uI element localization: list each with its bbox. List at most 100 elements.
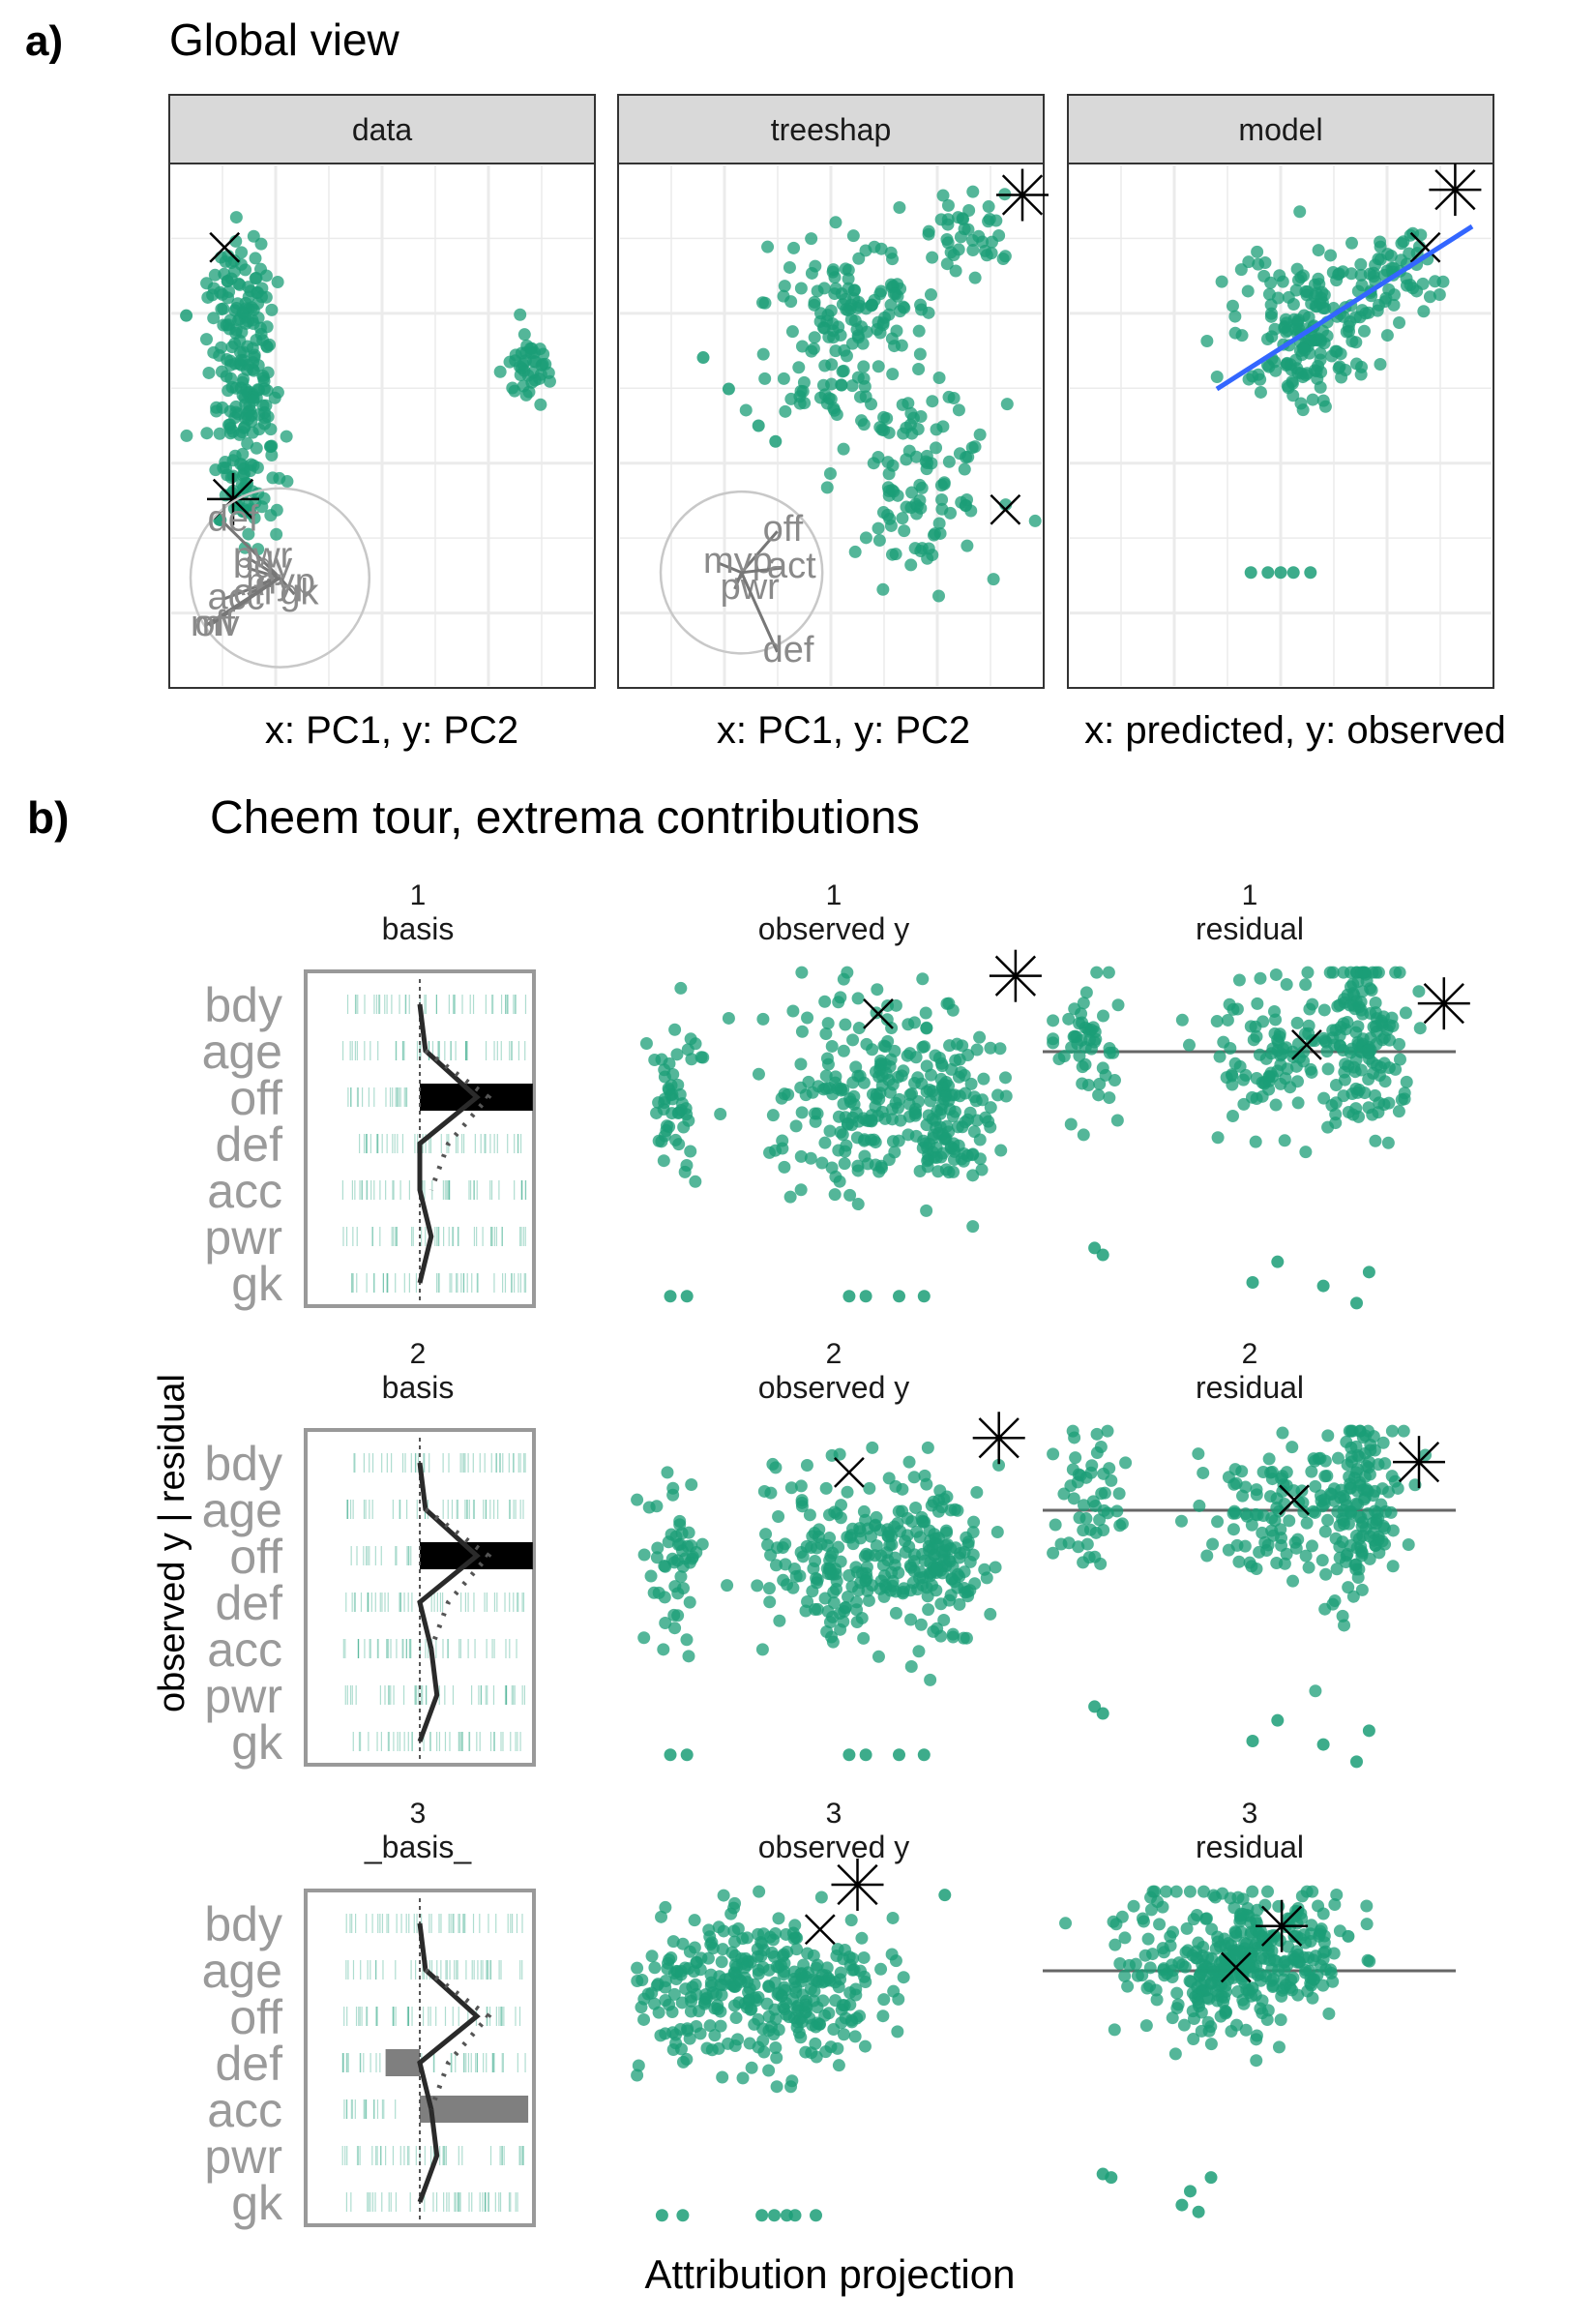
axis-segment	[741, 566, 783, 575]
data-point	[1071, 1037, 1084, 1051]
data-point	[859, 1513, 872, 1527]
data-point	[912, 1645, 926, 1658]
data-point	[788, 2209, 802, 2222]
data-point	[514, 369, 527, 382]
marker-asterisk-stroke	[1001, 174, 1044, 216]
axis-segment	[279, 577, 296, 596]
data-point	[1244, 1916, 1257, 1929]
data-point	[761, 240, 775, 253]
facet-strip-bg	[617, 94, 1045, 164]
data-point	[777, 289, 790, 303]
data-point	[823, 1616, 837, 1629]
data-point	[794, 1149, 808, 1163]
data-point	[909, 1501, 923, 1514]
data-point	[644, 1569, 658, 1583]
data-point	[180, 309, 193, 322]
data-point	[783, 2010, 796, 2024]
data-point	[666, 1935, 680, 1949]
data-point	[790, 1943, 804, 1956]
data-point	[1330, 1888, 1344, 1901]
data-point	[671, 1609, 685, 1622]
data-point	[864, 1530, 877, 1543]
data-point	[1096, 1248, 1109, 1262]
data-point	[844, 313, 858, 326]
data-point	[1375, 1019, 1389, 1032]
data-point	[872, 360, 885, 373]
data-point	[250, 441, 263, 455]
data-point	[503, 355, 517, 369]
data-point	[224, 471, 238, 485]
data-point	[848, 545, 862, 558]
data-point	[901, 1049, 914, 1062]
data-point	[632, 2059, 645, 2072]
data-point	[1362, 1461, 1375, 1474]
data-point	[888, 1146, 901, 1159]
data-point	[897, 427, 910, 440]
variable-label: def	[215, 1117, 282, 1172]
data-point	[1423, 290, 1436, 304]
data-point	[266, 471, 280, 485]
data-point	[1227, 1002, 1240, 1016]
data-point	[202, 366, 216, 379]
data-point	[886, 1579, 900, 1593]
data-point	[271, 276, 284, 289]
data-point	[920, 449, 933, 462]
data-point	[1297, 1505, 1311, 1519]
data-point	[680, 1159, 694, 1173]
data-point	[789, 1930, 803, 1944]
data-point	[1239, 1480, 1253, 1494]
data-point	[779, 404, 792, 418]
data-point	[937, 477, 951, 491]
data-point	[1256, 1465, 1270, 1478]
data-point	[1047, 1546, 1060, 1560]
data-point	[1252, 368, 1265, 381]
data-point	[769, 434, 783, 448]
data-point	[731, 1922, 745, 1936]
data-point	[525, 342, 539, 355]
data-point	[839, 292, 852, 306]
basis-bar	[420, 2096, 529, 2123]
data-point	[631, 1961, 644, 1975]
data-point	[1305, 1465, 1318, 1478]
data-point	[1146, 1885, 1160, 1898]
data-point	[716, 1943, 729, 1956]
data-point	[825, 1161, 839, 1175]
data-point	[1341, 988, 1354, 1001]
data-point	[650, 1551, 664, 1564]
data-point	[506, 381, 519, 395]
data-point	[1350, 1296, 1363, 1310]
data-point	[1326, 266, 1340, 280]
data-point	[703, 2019, 717, 2033]
data-point	[889, 1954, 902, 1968]
data-point	[1254, 971, 1267, 985]
data-point	[929, 1532, 942, 1545]
data-point	[1354, 257, 1368, 271]
data-point	[1097, 1503, 1110, 1517]
data-point	[1400, 1075, 1413, 1088]
marker-x-stroke	[1409, 231, 1441, 263]
data-point	[662, 1956, 675, 1970]
data-point	[1094, 1441, 1108, 1454]
data-point	[244, 464, 257, 478]
data-point	[902, 1455, 916, 1469]
data-point	[207, 312, 221, 325]
data-point	[1389, 966, 1403, 979]
data-point	[844, 1914, 858, 1927]
data-point	[839, 1601, 852, 1615]
facet-frame-label: observed y	[758, 911, 910, 946]
data-point	[221, 353, 234, 367]
data-point	[1320, 1470, 1334, 1483]
data-point	[1057, 1487, 1071, 1501]
data-point	[907, 1471, 921, 1484]
data-point	[796, 385, 810, 399]
axis-segment	[717, 561, 743, 575]
data-point	[942, 1079, 956, 1092]
data-point	[650, 1979, 664, 1992]
data-point	[1254, 2002, 1267, 2015]
data-point	[880, 411, 894, 425]
data-point	[889, 1606, 902, 1620]
data-point	[828, 1188, 842, 1202]
data-point	[514, 308, 527, 321]
data-point	[1175, 1013, 1189, 1027]
